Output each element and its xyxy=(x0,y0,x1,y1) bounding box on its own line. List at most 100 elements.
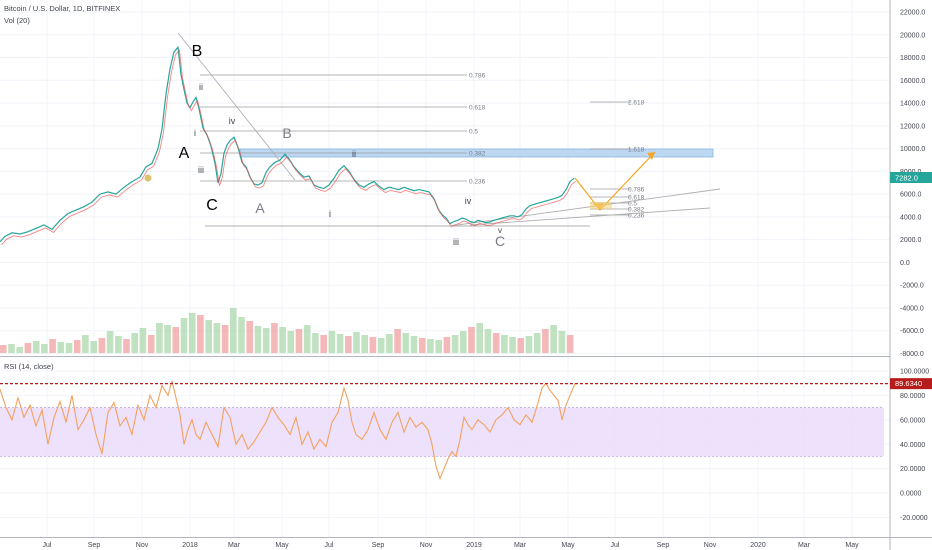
wave-label: iv xyxy=(465,196,472,206)
volume-bar xyxy=(566,335,574,353)
price-tick: 20000.0 xyxy=(900,32,925,39)
volume-bar xyxy=(328,331,336,353)
volume-bar xyxy=(287,331,295,353)
fib-label: 0.5 xyxy=(469,129,478,136)
rsi-line xyxy=(0,380,576,480)
volume-bar xyxy=(164,325,171,353)
volume-bar xyxy=(484,329,492,353)
price-tick: -8000.0 xyxy=(900,351,924,358)
time-tick: Jul xyxy=(611,542,620,549)
time-tick: Nov xyxy=(704,542,717,549)
rsi-tick: 60.0000 xyxy=(900,417,925,424)
time-tick: Nov xyxy=(420,542,433,549)
price-tick: -2000.0 xyxy=(900,283,924,290)
rsi-value-badge xyxy=(890,378,932,390)
fib-label: 0.786 xyxy=(469,73,486,80)
price-tick: -6000.0 xyxy=(900,328,924,335)
volume-bar xyxy=(230,308,237,353)
wave-label: ii xyxy=(199,82,203,92)
volume-indicator-label[interactable]: Vol (20) xyxy=(4,16,30,25)
volume-bar xyxy=(402,333,410,353)
price-tick: 18000.0 xyxy=(900,55,925,62)
volume-bar xyxy=(460,331,467,353)
price-scale-background[interactable] xyxy=(890,0,932,550)
volume-bar xyxy=(492,333,500,353)
volume-bar xyxy=(501,335,508,353)
rsi-value: 89.6340 xyxy=(895,379,922,388)
trendline xyxy=(469,207,711,226)
volume-bar xyxy=(221,325,229,353)
volume-bar xyxy=(418,338,426,353)
wave-label: B xyxy=(192,43,203,60)
volume-bar xyxy=(156,323,163,353)
wave-label: C xyxy=(495,233,505,249)
volume-bar xyxy=(361,335,368,353)
fib-label: 0.236 xyxy=(628,213,645,220)
price-tick: 6000.0 xyxy=(900,192,922,199)
rsi-scale-ticks: 100.0000 80.0000 60.0000 40.0000 20.0000 0.00… xyxy=(900,369,929,523)
volume-bar xyxy=(271,323,278,353)
volume-bar xyxy=(197,315,204,353)
wave-label: ii xyxy=(352,149,356,159)
volume-bar xyxy=(32,341,40,353)
volume-bar xyxy=(57,342,65,353)
fib-label: 0.618 xyxy=(628,195,645,202)
time-tick: May xyxy=(561,542,575,549)
volume-bar xyxy=(180,318,188,353)
symbol-title[interactable]: Bitcoin / U.S. Dollar, 1D, BITFINEX xyxy=(4,4,120,13)
rsi-tick: 40.0000 xyxy=(900,442,925,449)
time-tick: Jul xyxy=(43,542,52,549)
volume-bar xyxy=(550,325,557,353)
time-tick: Nov xyxy=(136,542,149,549)
trendline xyxy=(177,32,296,181)
volume-bar xyxy=(254,326,262,353)
rsi-indicator-label[interactable]: RSI (14, close) xyxy=(4,362,54,371)
last-price-badge xyxy=(890,172,932,183)
price-tick: 2000.0 xyxy=(900,237,922,244)
volume-bar xyxy=(98,338,106,353)
volume-bar xyxy=(435,340,442,353)
volume-bar xyxy=(377,338,385,353)
volume-bar xyxy=(106,331,114,353)
time-tick: 2019 xyxy=(466,542,482,549)
time-tick: Mar xyxy=(228,542,241,549)
volume-bar xyxy=(238,317,245,353)
fib-label: 2.618 xyxy=(628,100,645,107)
rsi-tick: 80.0000 xyxy=(900,393,925,400)
volume-bar xyxy=(115,336,122,353)
volume-bar xyxy=(205,320,212,353)
volume-bar xyxy=(279,327,286,353)
volume-bar xyxy=(410,336,418,353)
volume-bars xyxy=(0,308,574,353)
volume-bar xyxy=(147,335,155,353)
volume-bar xyxy=(468,327,475,353)
volume-bar xyxy=(525,336,533,353)
time-tick: Sep xyxy=(657,542,670,549)
volume-bar xyxy=(246,321,253,353)
wave-label: C xyxy=(206,197,218,214)
volume-bar xyxy=(123,339,130,353)
price-tick: 22000.0 xyxy=(900,10,925,17)
volume-bar xyxy=(533,333,541,353)
volume-bar xyxy=(542,329,549,353)
time-tick: May xyxy=(845,542,859,549)
volume-bar xyxy=(369,337,377,353)
wave-label: iv xyxy=(229,116,236,126)
fib-label: 0.236 xyxy=(469,179,486,186)
volume-bar xyxy=(427,339,434,353)
volume-bar xyxy=(139,328,147,353)
rsi-tick: 0.0000 xyxy=(900,491,922,498)
price-tick: 14000.0 xyxy=(900,101,925,108)
price-tick: 0.0 xyxy=(900,260,910,267)
volume-bar xyxy=(320,335,327,353)
volume-bar xyxy=(8,344,15,353)
rsi-tick: 100.0000 xyxy=(900,369,929,376)
wave-label: A xyxy=(255,200,265,216)
volume-bar xyxy=(24,343,32,353)
price-series-line xyxy=(0,45,575,243)
volume-bar xyxy=(188,313,196,353)
wave-label: A xyxy=(179,145,190,162)
wave-label: i xyxy=(194,128,196,138)
fib-label: 0.786 xyxy=(628,187,645,194)
